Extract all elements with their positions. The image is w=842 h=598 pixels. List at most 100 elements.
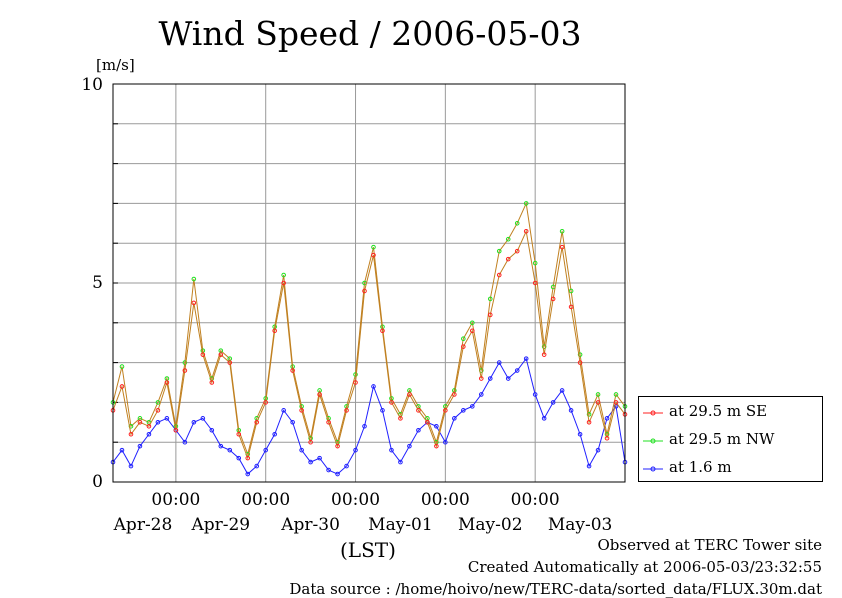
legend-swatch-nw [643, 433, 663, 445]
data-point [236, 431, 242, 437]
data-point [487, 376, 493, 381]
series-se [110, 228, 628, 461]
series-line [112, 229, 626, 460]
series-nw [110, 201, 628, 457]
data-point [227, 360, 233, 365]
data-point [496, 248, 502, 254]
data-point [577, 352, 583, 357]
data-point [353, 447, 358, 453]
series-layer [110, 201, 628, 477]
data-point [398, 459, 403, 465]
data-point [461, 336, 466, 342]
data-point [586, 412, 592, 417]
x-tick-time-label: 00:00 [331, 490, 380, 510]
data-point [532, 260, 538, 266]
data-point [389, 400, 394, 405]
legend-label-nw: at 29.5 m NW [669, 430, 775, 448]
data-point [155, 420, 161, 425]
data-point [209, 380, 215, 385]
data-point [505, 256, 511, 262]
data-point [461, 344, 466, 349]
data-point [335, 443, 340, 449]
chart-title: Wind Speed / 2006-05-03 [158, 14, 582, 53]
data-point [137, 443, 143, 449]
data-point [245, 471, 251, 477]
data-point [452, 416, 457, 421]
data-point [469, 328, 475, 334]
data-point [487, 296, 493, 302]
data-point [254, 420, 260, 425]
data-point [469, 320, 475, 326]
data-point [425, 420, 430, 425]
y-axis-ticks: 0 5 10 [81, 75, 103, 492]
data-point [541, 352, 547, 357]
data-point [263, 447, 269, 453]
data-point [559, 388, 565, 393]
data-point [200, 352, 206, 357]
data-point [182, 360, 188, 365]
data-point [550, 296, 556, 302]
data-point [371, 252, 376, 258]
x-tick-time-label: 00:00 [421, 490, 470, 510]
data-point [514, 368, 520, 373]
data-point [173, 427, 179, 433]
data-point [326, 467, 331, 473]
data-point [362, 423, 367, 429]
data-point [254, 463, 260, 469]
data-point [308, 459, 313, 465]
data-point [407, 443, 412, 449]
legend-swatch-low [643, 461, 663, 473]
data-point [523, 356, 529, 361]
y-tick-label-10: 10 [81, 75, 103, 95]
data-point [155, 400, 161, 405]
data-point [290, 368, 295, 373]
data-point [514, 221, 520, 226]
data-point [487, 312, 493, 318]
series-line [112, 201, 626, 456]
data-point [595, 400, 601, 405]
data-point [299, 408, 304, 413]
data-point [434, 423, 439, 429]
data-point [281, 280, 286, 286]
data-point [541, 344, 547, 349]
data-point [182, 439, 188, 445]
data-point [452, 392, 457, 397]
data-point [532, 280, 538, 286]
legend-label-se: at 29.5 m SE [669, 402, 768, 420]
data-point [407, 392, 412, 397]
data-point [613, 400, 619, 405]
plot-frame [112, 83, 626, 483]
data-point [146, 423, 152, 429]
data-point [559, 244, 565, 250]
data-point [236, 455, 242, 461]
data-point [586, 420, 592, 425]
data-point [128, 431, 134, 437]
data-point [443, 408, 448, 413]
data-point [496, 272, 502, 278]
x-tick-time-label: 00:00 [241, 490, 290, 510]
data-point [245, 455, 251, 461]
data-point [371, 384, 376, 389]
data-point [200, 416, 206, 421]
x-tick-time-label: 00:00 [151, 490, 200, 510]
data-point [586, 463, 592, 469]
legend-item-low: at 1.6 m [643, 456, 732, 478]
data-point [227, 447, 233, 453]
x-date-label: May-01 [368, 515, 433, 535]
legend-item-se: at 29.5 m SE [643, 400, 767, 422]
data-point [523, 228, 529, 234]
data-point [523, 201, 529, 206]
data-point [478, 392, 484, 397]
data-point [191, 420, 197, 425]
data-point [398, 416, 403, 421]
data-point [371, 244, 376, 250]
data-point [137, 420, 143, 425]
data-point [461, 408, 466, 413]
data-point [353, 380, 358, 385]
data-point [532, 392, 538, 397]
data-point [469, 404, 475, 409]
data-point [119, 364, 125, 369]
data-point [514, 248, 520, 254]
x-axis-ticks: 00:00 00:00 00:00 00:00 00:00 Apr-28 Apr-29 Apr… [113, 490, 613, 535]
